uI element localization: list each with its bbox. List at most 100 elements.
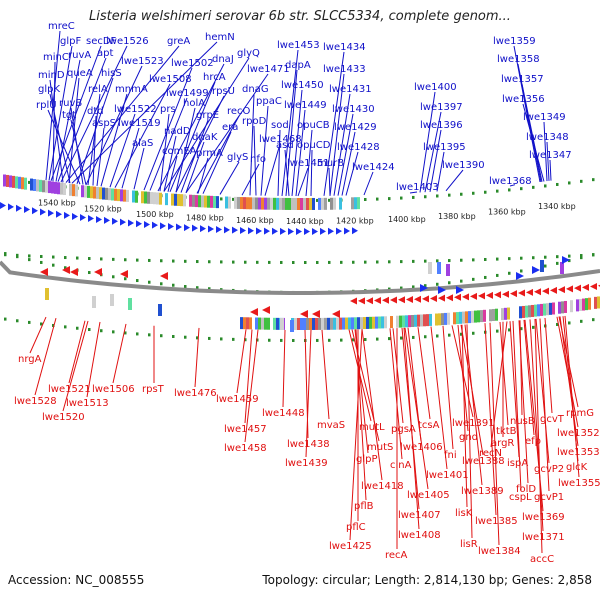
feature-band-segment xyxy=(24,177,27,190)
reverse-gene-arrow xyxy=(478,292,485,300)
reverse-gene-arrow xyxy=(446,294,453,302)
feature-band-segment xyxy=(69,183,72,196)
feature-band-segment xyxy=(261,197,264,210)
feature-band-segment xyxy=(354,197,357,210)
scale-tick xyxy=(460,332,463,336)
scale-tick xyxy=(52,263,55,267)
gene-label: lwe1502 xyxy=(171,58,214,69)
feature-band-segment xyxy=(582,298,585,311)
feature-band-segment xyxy=(249,197,252,210)
scale-tick xyxy=(496,273,499,277)
forward-gene-arrow xyxy=(16,204,22,212)
forward-gene-arrow xyxy=(48,209,54,217)
forward-gene-arrow xyxy=(420,284,428,292)
gene-label: comEA xyxy=(162,146,197,157)
scale-tick xyxy=(376,260,379,264)
label-leader xyxy=(518,320,529,484)
scale-tick-label: 1520 kbp xyxy=(84,205,122,214)
scale-tick xyxy=(364,260,367,264)
feature-band-segment xyxy=(237,196,240,209)
feature-band-segment xyxy=(369,316,372,329)
feature-band-segment xyxy=(312,317,315,330)
feature-band-segment xyxy=(543,303,546,316)
feature-band-segment xyxy=(264,197,267,210)
gene-label: argR xyxy=(491,438,514,449)
gene-label: lwe1349 xyxy=(523,112,566,123)
gene-label: tcsA xyxy=(418,420,440,431)
feature-band-segment xyxy=(540,260,544,272)
forward-gene-arrow xyxy=(144,220,150,228)
feature-band-segment xyxy=(507,307,510,320)
gene-label: rpsU xyxy=(212,86,235,97)
feature-band-segment xyxy=(141,191,144,204)
gene-label: lwe1428 xyxy=(337,142,380,153)
gene-label: dnaG xyxy=(242,84,269,95)
scale-tick xyxy=(184,259,187,263)
label-leader xyxy=(512,320,522,492)
label-leader xyxy=(419,91,436,193)
forward-gene-arrow xyxy=(344,227,350,235)
feature-band-segment xyxy=(3,174,6,187)
label-leader xyxy=(539,318,550,492)
feature-band-segment xyxy=(12,175,15,188)
feature-band-segment xyxy=(9,175,12,188)
reverse-gene-arrow xyxy=(332,310,340,318)
scale-tick xyxy=(76,326,79,330)
scale-tick xyxy=(64,266,67,270)
feature-band-segment xyxy=(519,306,522,319)
reverse-gene-arrow xyxy=(160,272,168,280)
gene-label: lwe1521 xyxy=(48,384,91,395)
feature-band-segment xyxy=(210,195,213,208)
scale-tick xyxy=(472,191,475,195)
label-leader xyxy=(521,83,543,182)
gene-label: lwe1438 xyxy=(287,439,330,450)
gene-label: minD xyxy=(38,70,65,81)
forward-gene-arrow xyxy=(320,227,326,235)
reverse-gene-arrow xyxy=(438,294,445,302)
scale-tick xyxy=(304,260,307,264)
label-leader xyxy=(345,151,359,196)
scale-tick xyxy=(544,255,547,259)
label-leader xyxy=(392,328,404,424)
scale-tick xyxy=(544,184,547,188)
scale-tick xyxy=(220,337,223,341)
scale-tick-label: 1340 kbp xyxy=(538,202,576,211)
feature-band-segment xyxy=(135,190,138,203)
feature-bands xyxy=(3,174,600,332)
gene-label: lwe1453 xyxy=(277,40,320,51)
gene-label: lwe1408 xyxy=(398,530,441,541)
scale-tick xyxy=(316,198,319,202)
scale-tick xyxy=(88,328,91,332)
scale-tick xyxy=(508,188,511,192)
gene-label: lwe1396 xyxy=(420,120,463,131)
label-leader xyxy=(264,143,281,196)
feature-band-segment xyxy=(495,308,498,321)
feature-band-segment xyxy=(408,315,411,328)
scale-tick xyxy=(88,257,91,261)
feature-band-segment xyxy=(354,317,357,330)
scale-tick xyxy=(568,181,571,185)
feature-band-segment xyxy=(42,180,45,193)
scale-tick xyxy=(556,182,559,186)
feature-band-segment xyxy=(297,317,300,330)
scale-tick xyxy=(28,320,31,324)
scale-tick xyxy=(220,197,223,201)
label-leader xyxy=(544,317,553,414)
label-leader xyxy=(167,155,178,192)
gene-label: lwe1384 xyxy=(478,546,521,557)
label-leader xyxy=(466,324,473,539)
label-leader xyxy=(461,324,468,508)
gene-label: recN xyxy=(479,448,502,459)
scale-tick xyxy=(412,259,415,263)
feature-band-segment xyxy=(51,181,54,194)
gene-label: relA xyxy=(88,84,108,95)
gene-label: murB xyxy=(317,158,344,169)
gene-label: dapA xyxy=(285,60,311,71)
reverse-gene-arrow xyxy=(462,293,469,301)
scale-tick xyxy=(220,260,223,264)
feature-band-segment xyxy=(549,302,552,315)
reverse-gene-arrow xyxy=(40,268,48,276)
gene-label: lwe1407 xyxy=(398,510,441,521)
feature-band-segment xyxy=(351,317,354,330)
